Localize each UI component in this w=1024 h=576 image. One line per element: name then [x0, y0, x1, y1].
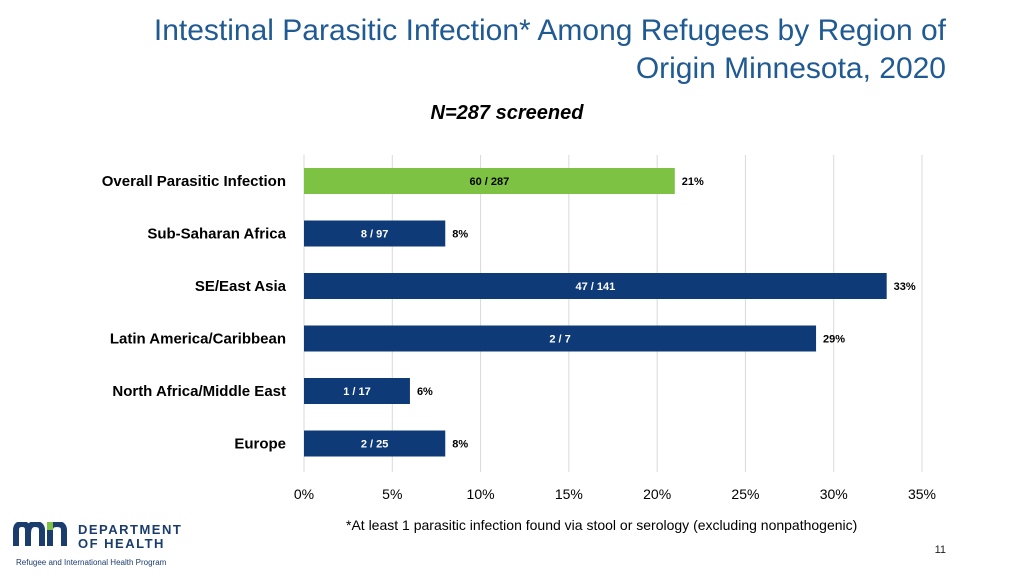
bar-chart: 0% 5% 10% 15% 20% 25% 30% 35% Overall Parasitic … — [102, 155, 936, 502]
bar-inner-label: 8 / 97 — [361, 229, 389, 241]
category-label: Sub-Saharan Africa — [147, 226, 286, 243]
bar — [304, 325, 817, 352]
bar-value-label: 21% — [682, 176, 704, 188]
page-number: 11 — [934, 544, 946, 556]
bar-inner-label: 47 / 141 — [575, 281, 615, 293]
bar — [304, 273, 887, 299]
bar-inner-label: 2 / 25 — [361, 439, 389, 451]
bar-inner-label: 2 / 7 — [549, 334, 570, 346]
x-tick-label: 0% — [294, 486, 314, 502]
bar-inner-label: 60 / 287 — [470, 176, 510, 188]
category-label: Latin America/Caribbean — [110, 331, 286, 348]
category-label: North Africa/Middle East — [112, 383, 286, 400]
logo-text: DEPARTMENT OF HEALTH — [78, 523, 182, 551]
chart-subtitle: N=287 screened — [430, 102, 584, 124]
bar — [304, 430, 446, 457]
chart-title: Intestinal Parasitic Infection* Among Re… — [153, 14, 946, 85]
x-tick-label: 15% — [555, 486, 583, 502]
bar — [304, 168, 675, 194]
x-tick-label: 20% — [643, 486, 671, 502]
logo-program: Refugee and International Health Program — [16, 558, 167, 567]
x-tick-label: 35% — [908, 486, 936, 502]
bar-value-label: 8% — [452, 229, 468, 241]
bar-value-label: 33% — [894, 281, 916, 293]
x-tick-label: 5% — [382, 486, 402, 502]
logo-line-1: DEPARTMENT — [78, 522, 183, 537]
x-tick-label: 30% — [820, 486, 848, 502]
mdh-logo: DEPARTMENT OF HEALTH Refugee and Interna… — [12, 520, 182, 572]
bar — [304, 220, 446, 247]
logo-line-2: OF HEALTH — [78, 536, 165, 551]
category-label: Overall Parasitic Infection — [102, 173, 286, 190]
bar-value-label: 29% — [823, 334, 845, 346]
footnote: *At least 1 parasitic infection found vi… — [346, 517, 858, 533]
bar-inner-label: 1 / 17 — [343, 386, 371, 398]
bar — [304, 378, 410, 404]
category-label: Europe — [234, 436, 286, 453]
x-tick-label: 25% — [731, 486, 759, 502]
bar-value-label: 8% — [452, 439, 468, 451]
bar-value-label: 6% — [417, 386, 433, 398]
mn-logo-icon — [13, 522, 67, 546]
x-tick-label: 10% — [467, 486, 495, 502]
category-label: SE/East Asia — [195, 278, 287, 295]
